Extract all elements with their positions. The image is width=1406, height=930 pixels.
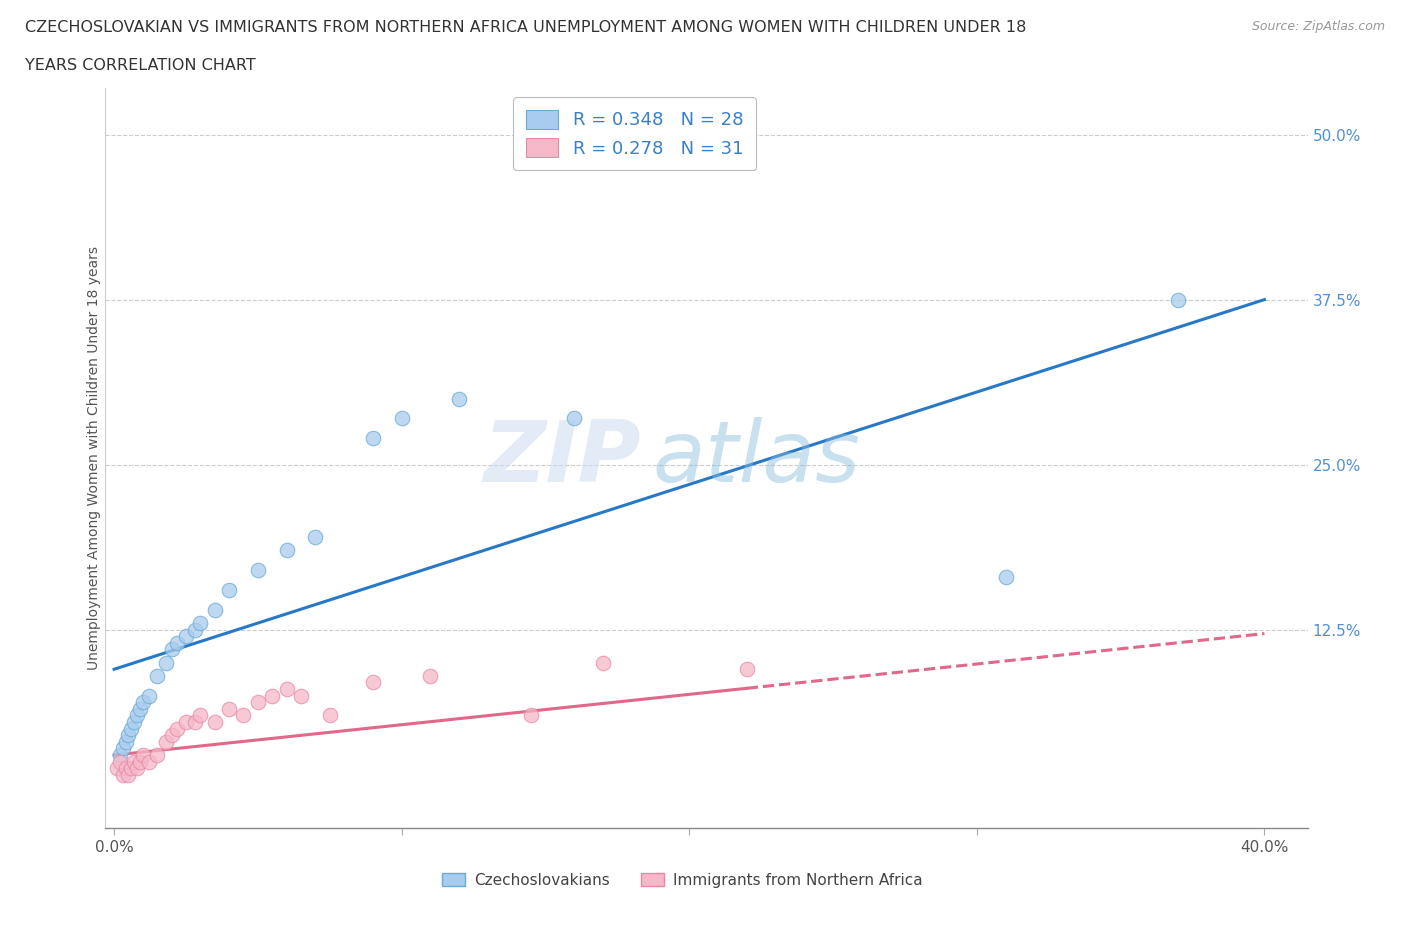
Point xyxy=(122,714,145,729)
Text: atlas: atlas xyxy=(652,417,860,499)
Point xyxy=(218,701,240,716)
Point xyxy=(111,741,134,756)
Text: Source: ZipAtlas.com: Source: ZipAtlas.com xyxy=(1251,20,1385,33)
Point xyxy=(132,748,155,763)
Point xyxy=(994,569,1017,584)
Point xyxy=(735,662,758,677)
Point xyxy=(562,411,585,426)
Point xyxy=(108,754,131,769)
Point xyxy=(132,695,155,710)
Text: CZECHOSLOVAKIAN VS IMMIGRANTS FROM NORTHERN AFRICA UNEMPLOYMENT AMONG WOMEN WITH: CZECHOSLOVAKIAN VS IMMIGRANTS FROM NORTH… xyxy=(25,20,1026,35)
Point xyxy=(204,603,226,618)
Point xyxy=(246,695,269,710)
Point xyxy=(391,411,413,426)
Point xyxy=(114,735,136,750)
Point xyxy=(1167,292,1189,307)
Point xyxy=(183,714,205,729)
Point xyxy=(361,431,384,445)
Point xyxy=(117,767,139,782)
Point xyxy=(304,530,326,545)
Point xyxy=(232,708,254,723)
Point xyxy=(520,708,543,723)
Point xyxy=(319,708,342,723)
Point xyxy=(290,688,312,703)
Point xyxy=(166,635,188,650)
Point xyxy=(138,688,160,703)
Point xyxy=(160,642,183,657)
Point xyxy=(246,563,269,578)
Point xyxy=(419,669,441,684)
Point xyxy=(155,656,177,671)
Point xyxy=(120,722,142,737)
Point xyxy=(105,761,128,776)
Point xyxy=(114,761,136,776)
Point xyxy=(146,669,169,684)
Point xyxy=(204,714,226,729)
Point xyxy=(129,754,152,769)
Point xyxy=(127,708,149,723)
Point xyxy=(129,701,152,716)
Point xyxy=(146,748,169,763)
Point xyxy=(276,682,298,697)
Point xyxy=(449,392,471,406)
Point xyxy=(183,622,205,637)
Point xyxy=(122,754,145,769)
Text: ZIP: ZIP xyxy=(482,417,640,499)
Point xyxy=(160,728,183,743)
Point xyxy=(127,761,149,776)
Point xyxy=(592,656,614,671)
Point xyxy=(174,629,197,644)
Point xyxy=(155,735,177,750)
Text: YEARS CORRELATION CHART: YEARS CORRELATION CHART xyxy=(25,58,256,73)
Point xyxy=(188,708,212,723)
Point xyxy=(111,767,134,782)
Point xyxy=(117,728,139,743)
Point xyxy=(262,688,284,703)
Y-axis label: Unemployment Among Women with Children Under 18 years: Unemployment Among Women with Children U… xyxy=(87,246,101,670)
Point xyxy=(166,722,188,737)
Point xyxy=(174,714,197,729)
Point xyxy=(361,675,384,690)
Point xyxy=(138,754,160,769)
Point xyxy=(120,761,142,776)
Point xyxy=(276,543,298,558)
Point xyxy=(188,616,212,631)
Point xyxy=(218,582,240,597)
Point xyxy=(108,748,131,763)
Legend: Czechoslovakians, Immigrants from Northern Africa: Czechoslovakians, Immigrants from Northe… xyxy=(436,867,928,894)
